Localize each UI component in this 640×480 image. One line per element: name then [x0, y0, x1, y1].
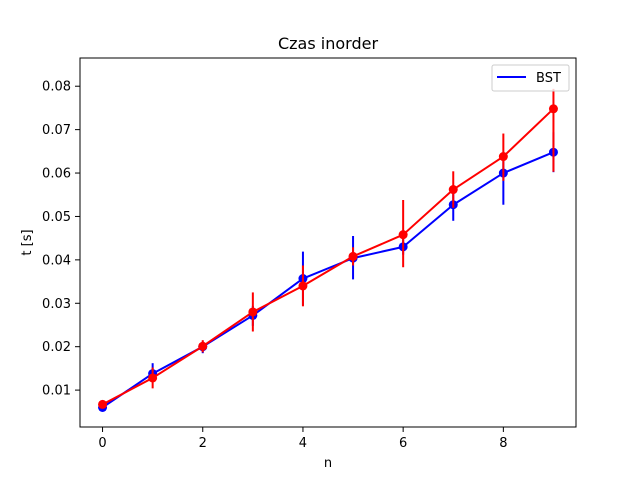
x-tick-label: 8 [499, 436, 507, 451]
data-point [98, 399, 108, 409]
data-point [198, 341, 208, 351]
data-point [248, 307, 258, 317]
data-point [498, 152, 508, 162]
y-tick-label: 0.01 [42, 384, 71, 399]
series-line [101, 151, 554, 409]
legend-label-bst: BST [536, 71, 561, 86]
data-point [298, 281, 308, 291]
series-second [98, 88, 558, 409]
y-tick-label: 0.03 [42, 297, 71, 312]
plot-frame [79, 57, 577, 428]
plot-content [98, 88, 558, 412]
y-tick-label: 0.08 [42, 80, 71, 95]
data-point [348, 251, 358, 261]
legend: BST [491, 64, 570, 92]
y-tick-label: 0.07 [42, 123, 71, 138]
y-tick-label: 0.02 [42, 340, 71, 355]
series-line [102, 108, 555, 406]
x-tick-label: 2 [199, 436, 207, 451]
x-tick-label: 6 [399, 436, 407, 451]
y-tick-label: 0.06 [42, 167, 71, 182]
legend-box [491, 64, 570, 92]
y-tick-label: 0.05 [42, 210, 71, 225]
data-point [148, 373, 158, 383]
x-tick-label: 0 [98, 436, 106, 451]
y-tick-label: 0.04 [42, 253, 71, 268]
chart-title: Czas inorder [278, 34, 378, 53]
data-point [398, 230, 408, 240]
data-point [548, 104, 558, 114]
x-tick-label: 4 [299, 436, 307, 451]
x-axis-label: n [324, 456, 332, 471]
y-axis-label: t [s] [20, 229, 35, 255]
y-axis: 0.01 0.02 0.03 0.04 0.05 0.06 0.07 0.08 [42, 80, 80, 399]
x-axis: 0 2 4 6 8 [98, 427, 507, 451]
data-point [448, 185, 458, 195]
